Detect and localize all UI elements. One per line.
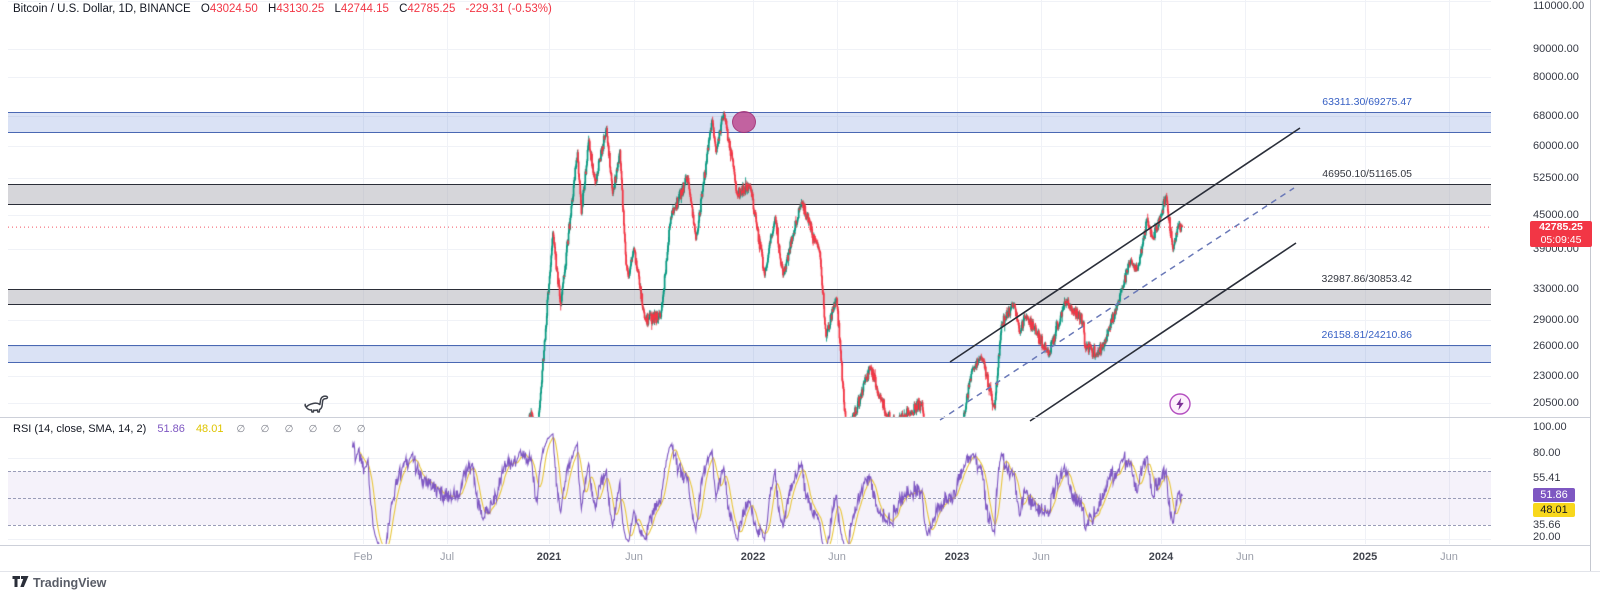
change-value: -229.31 (-0.53%) (465, 3, 552, 15)
price-tick-label: 60000.00 (1533, 140, 1579, 153)
circle-annotation[interactable] (732, 111, 756, 133)
time-axis-separator (0, 545, 1590, 546)
rsi-title[interactable]: RSI (14, close, SMA, 14, 2) (13, 423, 147, 435)
time-tick-label: 2023 (944, 551, 970, 563)
rsi-tick-label: 80.00 (1533, 447, 1561, 459)
low-label: L (334, 3, 341, 15)
zone-label: 26158.81/24210.86 (1321, 328, 1412, 341)
price-tick-label: 90000.00 (1533, 43, 1579, 56)
open-value: 43024.50 (209, 3, 258, 15)
high-label: H (268, 3, 277, 15)
time-tick-label: 2024 (1148, 551, 1174, 563)
price-tick-label: 29000.00 (1533, 314, 1579, 326)
time-tick-label: Jun (1032, 551, 1050, 563)
rsi-tick-label: 100.00 (1533, 421, 1567, 433)
price-tick-label: 26000.00 (1533, 340, 1579, 353)
time-tick-label: 2025 (1352, 551, 1378, 563)
open-label: O (200, 3, 210, 15)
dinosaur-icon (304, 391, 330, 420)
current-price-badge: 42785.25 05:09:45 (1530, 221, 1592, 247)
pane-separator[interactable] (0, 417, 1590, 418)
rsi-ma-value: 48.01 (195, 423, 224, 435)
zone-label: 63311.30/69275.47 (1322, 95, 1412, 108)
price-tick-label: 52500.00 (1533, 172, 1579, 185)
rsi-tick-label: 35.66 (1533, 519, 1561, 531)
time-tick-label: Jul (439, 551, 455, 563)
price-tick-label: 68000.00 (1533, 110, 1579, 123)
bar-countdown: 05:09:45 (1540, 234, 1582, 246)
price-tick-label: 20500.00 (1533, 397, 1579, 409)
rsi-tick-label: 55.41 (1533, 472, 1561, 484)
rsi-ma-value-badge: 48.01 (1533, 503, 1575, 517)
close-label: C (399, 3, 408, 15)
time-tick-label: Jun (828, 551, 846, 563)
price-tick-label: 80000.00 (1533, 71, 1579, 84)
rsi-empty-value-icons: ∅ ∅ ∅ ∅ ∅ ∅ (236, 424, 372, 435)
current-price: 42785.25 (1539, 221, 1583, 233)
rsi-tick-label: 20.00 (1533, 531, 1561, 543)
price-tick-label: 45000.00 (1533, 209, 1579, 221)
zone-label: 32987.86/30853.42 (1321, 273, 1412, 286)
tradingview-logo-text: TradingView (33, 575, 107, 590)
symbol-legend[interactable]: Bitcoin / U.S. Dollar, 1D, BINANCE O4302… (13, 3, 552, 15)
high-value: 43130.25 (276, 3, 325, 15)
symbol-title[interactable]: Bitcoin / U.S. Dollar, 1D, BINANCE (13, 3, 191, 15)
time-tick-label: Jun (625, 551, 643, 563)
time-tick-label: Jun (1236, 551, 1254, 563)
right-axis-border (1590, 0, 1591, 571)
time-tick-label: 2022 (740, 551, 766, 563)
rsi-indicator-legend[interactable]: RSI (14, close, SMA, 14, 2) 51.86 48.01 … (13, 423, 371, 435)
tradingview-logo[interactable]: TradingView (12, 575, 106, 590)
rsi-current-value: 51.86 (157, 423, 185, 435)
price-tick-label: 33000.00 (1533, 283, 1579, 296)
price-tick-label: 23000.00 (1533, 369, 1579, 382)
zone-label: 46950.10/51165.05 (1322, 168, 1412, 181)
time-tick-label: Jun (1440, 551, 1458, 563)
close-value: 42785.25 (407, 3, 456, 15)
low-value: 42744.15 (340, 3, 389, 15)
tradingview-logo-mark (12, 576, 29, 587)
time-tick-label: 2021 (536, 551, 562, 563)
price-tick-label: 110000.00 (1533, 0, 1585, 12)
rsi-value-badge: 51.86 (1533, 488, 1575, 502)
chart-bottom-border (0, 571, 1600, 572)
time-tick-label: Feb (353, 551, 373, 563)
